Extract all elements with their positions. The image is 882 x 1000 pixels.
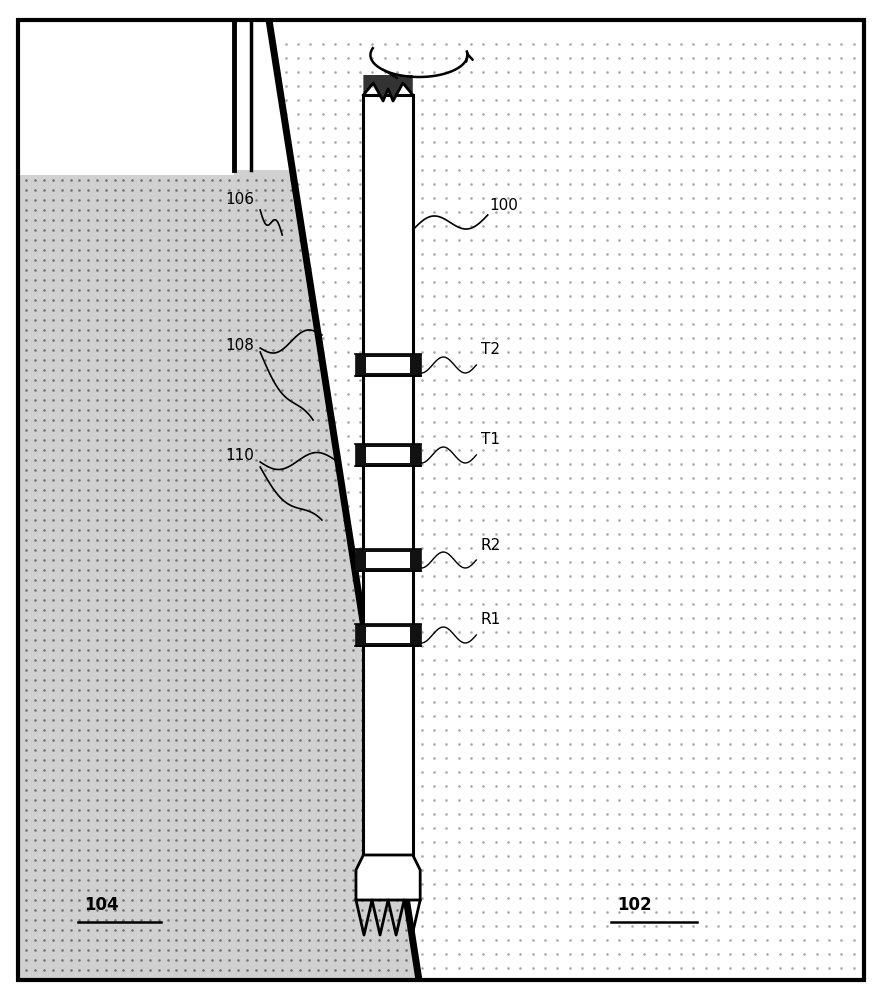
Bar (355, 354, 422, 376)
Text: 110: 110 (225, 448, 254, 462)
Bar (366, 552, 410, 568)
Text: T2: T2 (481, 342, 500, 358)
Text: T1: T1 (481, 432, 500, 448)
Bar (355, 624, 422, 646)
Text: R2: R2 (481, 538, 501, 552)
Bar (366, 627, 410, 643)
Bar (355, 444, 422, 466)
Text: 108: 108 (225, 338, 254, 353)
Text: 102: 102 (617, 896, 652, 914)
Text: 106: 106 (225, 192, 254, 208)
Polygon shape (363, 75, 413, 101)
Bar (18, 20, 234, 175)
Bar (366, 447, 410, 463)
Text: R1: R1 (481, 612, 501, 628)
Polygon shape (18, 170, 419, 980)
Text: 100: 100 (490, 198, 519, 213)
Polygon shape (356, 855, 420, 900)
Text: 104: 104 (84, 896, 118, 914)
Bar (355, 549, 422, 571)
Bar (366, 357, 410, 373)
Bar (363, 95, 413, 855)
